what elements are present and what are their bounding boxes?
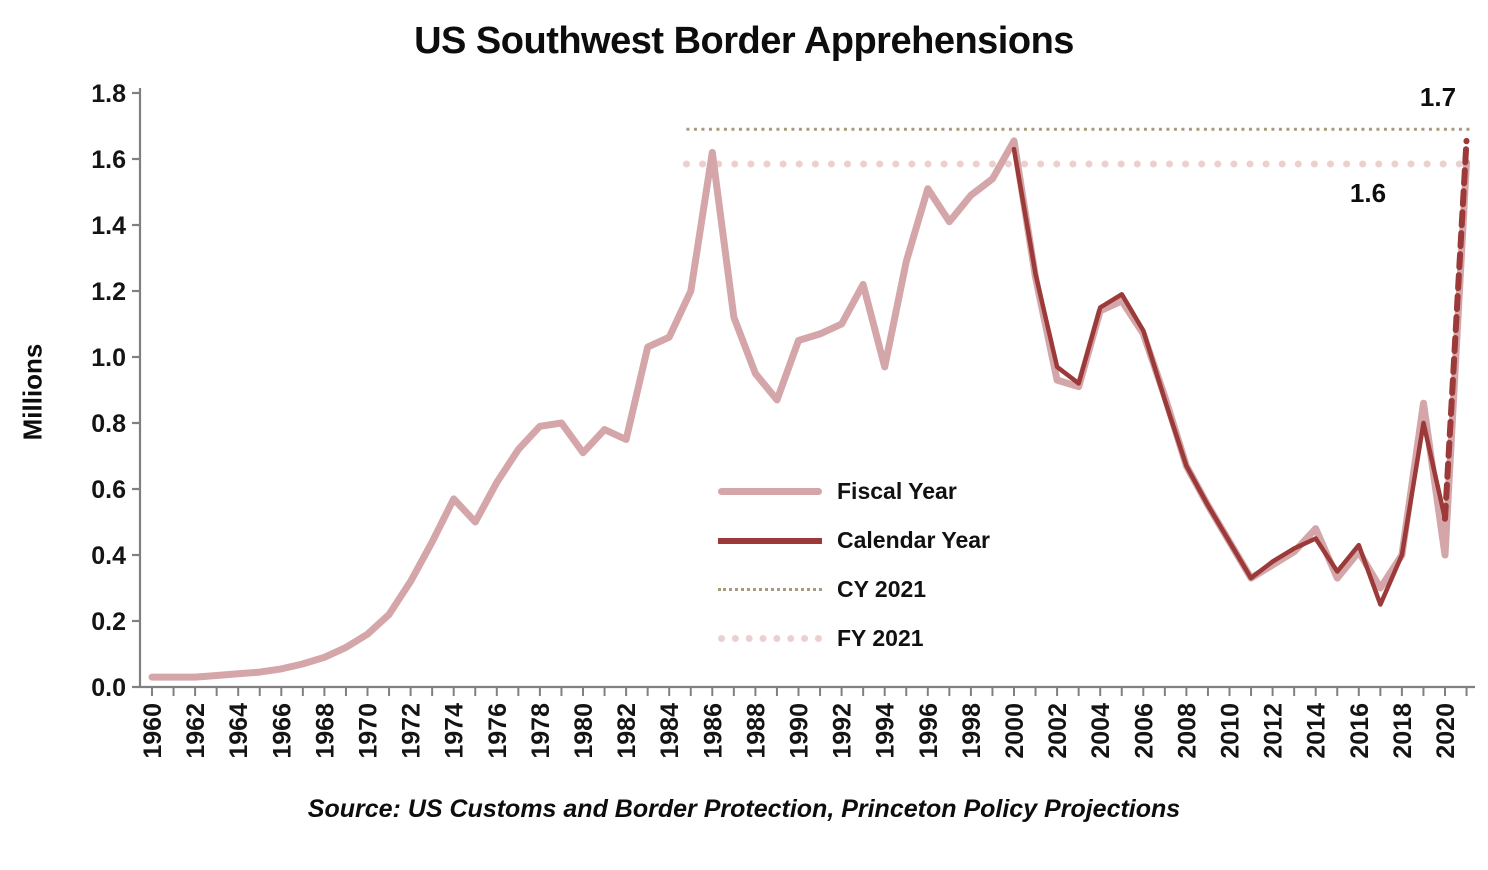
x-tick-label: 2012 (1260, 703, 1288, 759)
x-tick-label: 2008 (1173, 703, 1201, 759)
x-tick-label: 1998 (958, 703, 986, 759)
x-tick-label: 1980 (570, 703, 598, 759)
x-tick-label: 2020 (1432, 703, 1460, 759)
x-tick-label: 1988 (742, 703, 770, 759)
y-tick-label: 1.4 (91, 212, 126, 240)
y-tick-label: 1.6 (91, 146, 126, 174)
legend-label: Fiscal Year (837, 478, 957, 504)
x-tick-label: 1992 (829, 703, 857, 759)
x-tick-label: 1972 (398, 703, 426, 759)
y-tick-label: 0.0 (91, 674, 126, 702)
legend-item-calendar-year: Calendar Year (718, 516, 990, 565)
x-tick-label: 1974 (441, 703, 469, 759)
legend: Fiscal Year Calendar Year CY 2021 FY 202… (718, 467, 990, 663)
fy-2021-value-label: 1.6 (1349, 178, 1387, 208)
x-tick-label: 1976 (484, 703, 512, 759)
x-tick-label: 2006 (1130, 703, 1158, 759)
x-tick-label: 1966 (268, 703, 296, 759)
legend-label: Calendar Year (837, 527, 991, 553)
x-tick-label: 1964 (225, 703, 253, 759)
cy-2021-dotted-line-swatch (718, 588, 822, 591)
x-tick-label: 2018 (1389, 703, 1417, 759)
legend-label: FY 2021 (837, 625, 924, 651)
fiscal-year-line-swatch (718, 488, 822, 495)
x-tick-label: 1968 (311, 703, 339, 759)
calendar-year-line (1011, 146, 1448, 607)
x-tick-label: 2014 (1303, 703, 1331, 759)
chart-title: US Southwest Border Apprehensions (414, 20, 1074, 62)
x-tick-label: 1984 (656, 703, 684, 759)
x-tick-label: 2016 (1346, 703, 1374, 759)
legend-item-fiscal-year: Fiscal Year (718, 467, 990, 516)
legend-label: CY 2021 (837, 576, 927, 602)
y-tick-label: 1.2 (91, 278, 126, 306)
x-tick-label: 1970 (355, 703, 383, 759)
y-tick-label: 1.8 (91, 80, 126, 108)
y-tick-label: 0.2 (91, 608, 126, 636)
x-tick-label: 2000 (1001, 703, 1029, 759)
x-tick-label: 1994 (872, 703, 900, 759)
x-tick-label: 1978 (527, 703, 555, 759)
x-tick-label: 1986 (699, 703, 727, 759)
legend-item-cy-2021: CY 2021 (718, 565, 990, 614)
fy-2021-dotted-line-swatch (718, 635, 822, 642)
x-tick-label: 2004 (1087, 703, 1115, 759)
x-tick-label: 1962 (182, 703, 210, 759)
y-tick-label: 0.4 (91, 542, 126, 570)
x-tick-label: 2010 (1217, 703, 1245, 759)
calendar-year-line-swatch (718, 537, 822, 544)
legend-item-fy-2021: FY 2021 (718, 614, 990, 663)
x-tick-label: 2002 (1044, 703, 1072, 759)
x-tick-label: 1990 (786, 703, 814, 759)
cy-2021-value-label: 1.7 (1419, 82, 1457, 112)
x-tick-label: 1982 (613, 703, 641, 759)
x-tick-label: 1996 (915, 703, 943, 759)
x-tick-label: 1960 (139, 703, 167, 759)
y-tick-label: 0.6 (91, 476, 126, 504)
source-note: Source: US Customs and Border Protection… (307, 795, 1181, 823)
y-tick-label: 1.0 (91, 344, 126, 372)
y-tick-label: 0.8 (91, 410, 126, 438)
cy-2021-projection-segment-line (1442, 137, 1470, 522)
